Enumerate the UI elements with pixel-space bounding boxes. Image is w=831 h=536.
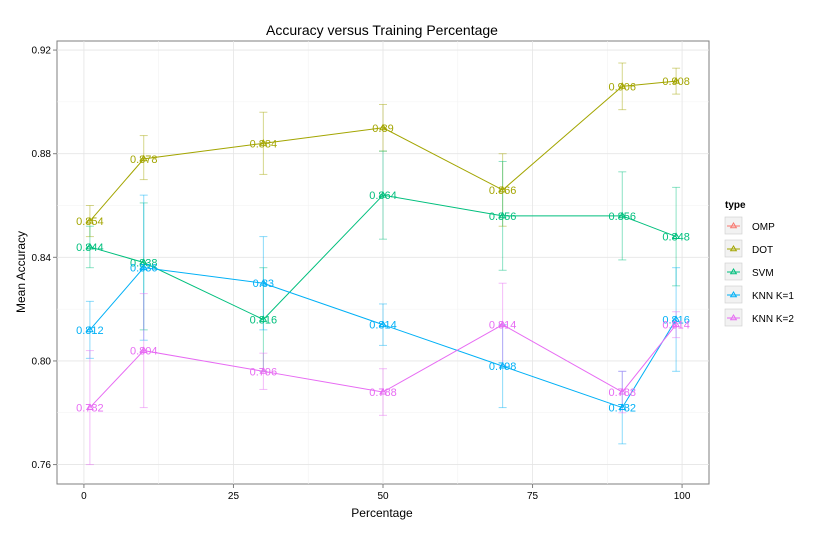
svm-point [379, 190, 387, 198]
knn-k-1-data-label: 0.812 [76, 325, 104, 337]
x-tick-label: 25 [228, 491, 240, 502]
knn-k-1-data-label: 0.782 [609, 403, 637, 415]
dot-data-label: 0.854 [76, 216, 104, 228]
dot-point [672, 76, 681, 84]
knn-k-2-data-label: 0.782 [76, 403, 104, 415]
legend-label-dot: DOT [752, 245, 773, 256]
dot-line [89, 80, 677, 222]
svm-point [618, 211, 627, 219]
svm-data-label: 0.848 [662, 232, 690, 244]
series-lines [89, 80, 677, 409]
dot-point [379, 123, 387, 131]
grid-lines [57, 41, 709, 484]
knn-k-1-data-label: 0.83 [253, 278, 274, 290]
x-tick-label: 75 [527, 491, 539, 502]
legend-marker-dot [729, 245, 738, 252]
svm-data-label: 0.856 [609, 211, 637, 223]
dot-point [498, 185, 507, 193]
knn-k-2-point [259, 367, 268, 374]
legend: type OMP DOT SVM KNN K=1 KNN K=2 [724, 200, 794, 327]
knn-k-2-point [672, 320, 681, 328]
knn-k-1-data-label: 0.814 [369, 320, 397, 332]
knn-k-2-data-label: 0.788 [369, 387, 397, 399]
y-tick-label: 0.76 [32, 460, 52, 471]
knn-k-1-point [259, 279, 268, 286]
legend-label-knn-k-1: KNN K=1 [752, 291, 794, 302]
legend-marker-svm [729, 268, 738, 275]
knn-k-1-point [618, 403, 627, 410]
legend-marker-knn-k-1 [729, 291, 738, 298]
svm-data-label: 0.856 [489, 211, 517, 223]
knn-k-1-data-label: 0.836 [130, 263, 158, 275]
axes: 0 25 50 75 100 0.76 0.80 0.84 0.88 0.92 [32, 46, 691, 502]
svm-data-label: 0.844 [76, 242, 104, 254]
legend-label-knn-k-2: KNN K=2 [752, 314, 794, 325]
knn-k-1-point [139, 263, 148, 271]
svm-point [85, 242, 94, 250]
x-axis-label: Percentage [351, 506, 413, 520]
dot-data-label: 0.866 [489, 185, 517, 197]
legend-marker-knn-k-2 [729, 314, 738, 321]
legend-label-svm: SVM [752, 268, 774, 279]
data-labels: 0.854 0.878 0.884 0.89 0.866 0.906 0.908 0.844 0… [76, 76, 690, 414]
dot-point [85, 216, 94, 224]
dot-point [618, 82, 627, 89]
knn-k-2-point [85, 403, 94, 410]
y-tick-label: 0.88 [32, 149, 52, 160]
svm-data-label: 0.838 [130, 258, 158, 270]
knn-k-2-point [379, 387, 387, 395]
knn-k-1-line [89, 267, 677, 409]
svm-data-label: 0.816 [250, 314, 278, 326]
knn-k-2-point [618, 387, 627, 395]
svm-line [89, 194, 677, 321]
x-tick-label: 100 [674, 491, 691, 502]
knn-k-1-data-label: 0.816 [662, 314, 690, 326]
knn-k-1-point [379, 320, 387, 328]
series-points [85, 76, 681, 410]
dot-data-label: 0.906 [609, 81, 637, 93]
knn-k-2-point [498, 320, 507, 328]
knn-k-2-point [139, 346, 148, 354]
svm-point [498, 211, 507, 219]
knn-k-2-data-label: 0.804 [130, 346, 158, 358]
svm-point [672, 232, 681, 240]
dot-data-label: 0.89 [372, 123, 393, 135]
knn-k-2-data-label: 0.814 [489, 320, 517, 332]
y-tick-label: 0.84 [32, 253, 52, 264]
knn-k-2-data-label: 0.814 [662, 320, 690, 332]
y-tick-label: 0.80 [32, 356, 52, 367]
knn-k-1-point [498, 361, 507, 369]
dot-point [139, 154, 148, 162]
x-tick-label: 0 [81, 491, 87, 502]
svm-point [259, 315, 268, 322]
chart-title: Accuracy versus Training Percentage [266, 22, 498, 38]
legend-label-omp: OMP [752, 222, 775, 233]
dot-data-label: 0.878 [130, 154, 158, 166]
dot-data-label: 0.884 [250, 138, 278, 150]
dot-point [259, 139, 268, 146]
knn-k-2-data-label: 0.788 [609, 387, 637, 399]
knn-k-2-line [89, 324, 677, 408]
plot-panel: 0.854 0.878 0.884 0.89 0.866 0.906 0.908 0.844 0… [56, 40, 710, 485]
knn-k-1-data-label: 0.798 [489, 361, 517, 373]
dot-data-label: 0.908 [662, 76, 690, 88]
legend-marker-omp [729, 222, 738, 229]
svm-data-label: 0.864 [369, 190, 397, 202]
y-axis-label: Mean Accuracy [14, 231, 28, 313]
knn-k-2-data-label: 0.796 [250, 366, 278, 378]
legend-title: type [725, 200, 746, 211]
knn-k-1-point [85, 325, 94, 333]
x-tick-label: 50 [377, 491, 389, 502]
y-tick-label: 0.92 [32, 46, 52, 57]
